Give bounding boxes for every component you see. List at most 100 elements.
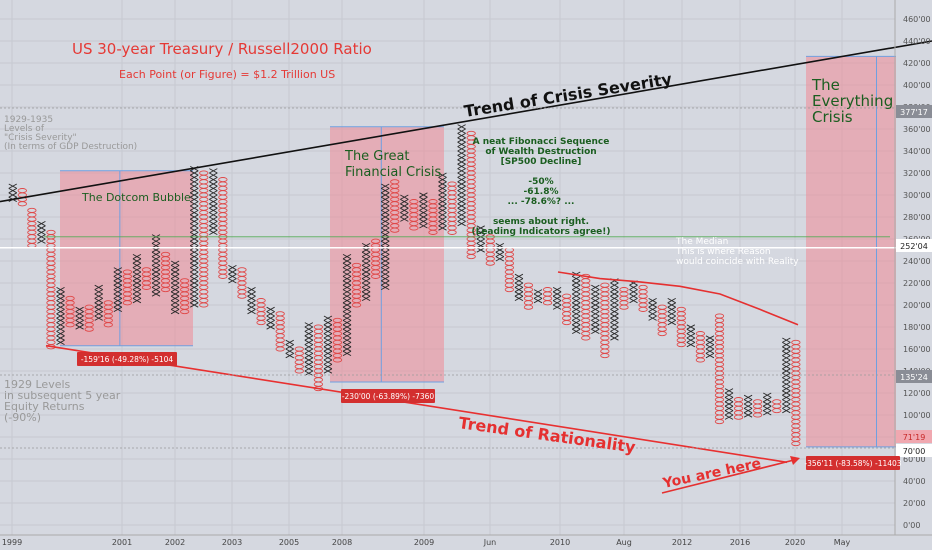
- x-mark: [361, 273, 371, 279]
- o-mark: [256, 298, 266, 304]
- o-mark: [332, 317, 343, 323]
- x-mark: [190, 205, 199, 211]
- x-mark: [610, 282, 619, 288]
- x-mark: [75, 311, 84, 317]
- gfc-label-1: The Great: [344, 149, 410, 164]
- x-mark: [438, 216, 447, 222]
- x-mark: [190, 236, 199, 242]
- o-mark: [676, 306, 686, 312]
- x-mark: [381, 227, 390, 233]
- x-mark: [8, 188, 17, 194]
- x-mark: [457, 221, 466, 227]
- x-tick-label: 1999: [2, 538, 22, 547]
- x-mark: [572, 280, 581, 286]
- x-mark: [591, 289, 600, 295]
- x-mark: [572, 328, 581, 334]
- x-mark: [743, 394, 753, 400]
- x-mark: [151, 273, 161, 279]
- x-mark: [342, 284, 352, 290]
- x-mark: [190, 201, 199, 207]
- o-mark: [371, 238, 381, 244]
- x-mark: [209, 190, 218, 196]
- x-mark: [94, 289, 103, 295]
- o-mark: [199, 170, 209, 176]
- x-mark: [190, 174, 199, 180]
- x-mark: [113, 284, 123, 290]
- y-tick-label: 40'00: [903, 477, 926, 486]
- o-mark: [542, 287, 553, 293]
- o-mark: [619, 287, 629, 293]
- x-mark: [132, 289, 142, 295]
- x-mark: [342, 271, 352, 277]
- x-mark: [56, 291, 65, 297]
- x-mark: [342, 289, 352, 295]
- x-mark: [8, 183, 17, 189]
- chart-title: US 30-year Treasury / Russell2000 Ratio: [72, 40, 372, 58]
- x-mark: [686, 328, 696, 334]
- x-mark: [170, 282, 180, 288]
- x-mark: [209, 181, 218, 187]
- x-mark: [151, 260, 161, 266]
- x-mark: [782, 377, 791, 383]
- x-mark: [304, 331, 314, 337]
- x-mark: [361, 282, 371, 288]
- x-mark: [209, 172, 218, 178]
- fibonacci-note: ... -78.6%? ...: [508, 197, 575, 207]
- x-mark: [381, 210, 390, 216]
- x-mark: [381, 205, 390, 211]
- x-mark: [667, 320, 676, 326]
- x-mark: [170, 273, 180, 279]
- x-mark: [381, 218, 390, 224]
- x-mark: [170, 260, 180, 266]
- x-mark: [667, 315, 676, 321]
- y-tick-label: 160'00: [903, 345, 931, 354]
- x-mark: [342, 280, 352, 286]
- x-mark: [266, 315, 275, 321]
- x-mark: [667, 311, 676, 317]
- x-mark: [381, 271, 390, 277]
- x-mark: [361, 256, 371, 262]
- range-label-text: -230'00 (-63.89%) -7360: [342, 392, 435, 401]
- x-mark: [457, 150, 466, 156]
- x-mark: [209, 199, 218, 205]
- x-tick-label: 2003: [222, 538, 242, 547]
- x-mark: [438, 221, 447, 227]
- x-mark: [743, 412, 753, 418]
- x-mark: [381, 201, 390, 207]
- x-mark: [342, 346, 352, 352]
- x-mark: [342, 306, 352, 312]
- x-mark: [763, 392, 772, 398]
- x-mark: [514, 291, 524, 297]
- o-mark: [160, 251, 171, 257]
- x-mark: [495, 256, 505, 262]
- x-mark: [132, 267, 142, 273]
- left-note-1929-1935: Levels of: [4, 124, 45, 134]
- x-mark: [667, 306, 676, 312]
- x-mark: [132, 284, 142, 290]
- x-mark: [705, 344, 715, 350]
- x-mark: [419, 196, 428, 202]
- o-mark: [180, 278, 190, 284]
- x-mark: [705, 348, 715, 354]
- x-mark: [533, 293, 543, 299]
- x-mark: [552, 291, 562, 297]
- x-mark: [381, 214, 390, 220]
- x-mark: [629, 293, 638, 299]
- x-mark: [361, 260, 371, 266]
- x-mark: [610, 309, 619, 315]
- x-mark: [190, 298, 199, 304]
- y-tick-label: 460'00: [903, 15, 931, 24]
- o-mark: [523, 282, 534, 288]
- x-mark: [113, 306, 123, 312]
- x-mark: [514, 282, 524, 288]
- x-mark: [323, 355, 333, 361]
- price-label-text: 135'24: [900, 373, 928, 382]
- crisis-box: [806, 56, 896, 447]
- x-mark: [419, 223, 428, 229]
- x-mark: [151, 256, 161, 262]
- x-mark: [209, 177, 218, 183]
- x-mark: [56, 287, 65, 293]
- x-mark: [782, 399, 791, 405]
- x-mark: [190, 218, 199, 224]
- x-mark: [629, 289, 638, 295]
